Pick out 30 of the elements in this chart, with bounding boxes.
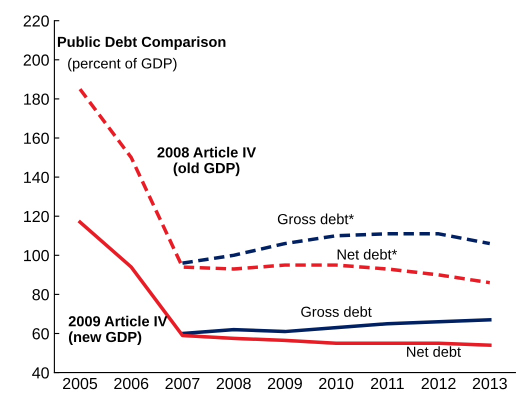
- x-tick-label: 2006: [114, 378, 148, 390]
- series-label: Gross debt: [301, 306, 372, 317]
- x-tick-label: 2010: [319, 378, 354, 390]
- y-tick-label: 40: [32, 367, 49, 379]
- series-label: Gross debt*: [278, 214, 354, 224]
- y-tick-label: 180: [24, 94, 49, 105]
- y-tick-label: 120: [24, 210, 49, 222]
- y-tick-label: 220: [24, 15, 49, 27]
- series-label: Net debt: [407, 346, 461, 357]
- y-tick-label: 60: [32, 328, 49, 340]
- line-series: [78, 87, 492, 284]
- x-tick-label: 2008: [216, 378, 251, 390]
- y-tick-label: 100: [24, 250, 49, 262]
- y-tick-label: 80: [32, 289, 49, 300]
- y-tick-label: 160: [24, 132, 49, 144]
- text: Public Debt Comparison: [58, 36, 226, 50]
- x-tick-label: 2009: [268, 378, 302, 390]
- x-tick-label: 2011: [370, 378, 404, 390]
- line-series: [180, 318, 492, 336]
- y-tick-label: 140: [24, 172, 49, 184]
- annotation: 2008 Article IV (old GDP): [157, 146, 256, 176]
- text: (percent of GDP): [68, 58, 177, 72]
- x-tick-label: 2007: [165, 378, 200, 390]
- x-tick-label: 2013: [472, 378, 507, 390]
- series-label: Net debt*: [338, 248, 398, 260]
- x-tick-label: 2012: [422, 378, 456, 390]
- line-series: [180, 232, 492, 265]
- annotation: 2009 Article IV (new GDP): [68, 316, 168, 346]
- y-tick-label: 200: [24, 54, 49, 66]
- x-tick-label: 2005: [63, 378, 98, 390]
